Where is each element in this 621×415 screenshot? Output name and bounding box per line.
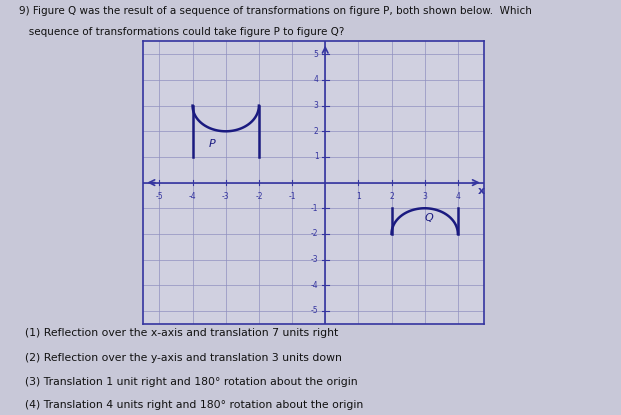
- Text: (1) Reflection over the x-axis and translation 7 units right: (1) Reflection over the x-axis and trans…: [25, 328, 338, 338]
- Text: 3: 3: [422, 192, 427, 200]
- Text: -4: -4: [311, 281, 319, 290]
- Text: -1: -1: [288, 192, 296, 200]
- Text: 9) Figure Q was the result of a sequence of transformations on figure P, both sh: 9) Figure Q was the result of a sequence…: [19, 6, 532, 16]
- Text: P: P: [209, 139, 216, 149]
- Text: Q: Q: [425, 213, 433, 223]
- Text: 4: 4: [314, 76, 319, 85]
- Text: -3: -3: [311, 255, 319, 264]
- Text: -5: -5: [156, 192, 163, 200]
- Text: -4: -4: [189, 192, 196, 200]
- Text: (3) Translation 1 unit right and 180° rotation about the origin: (3) Translation 1 unit right and 180° ro…: [25, 377, 358, 387]
- Text: 3: 3: [314, 101, 319, 110]
- Text: 1: 1: [314, 152, 319, 161]
- Text: x: x: [478, 186, 484, 196]
- Text: 4: 4: [455, 192, 460, 200]
- Text: -1: -1: [311, 204, 319, 213]
- Text: 1: 1: [356, 192, 361, 200]
- Text: (2) Reflection over the y-axis and translation 3 units down: (2) Reflection over the y-axis and trans…: [25, 353, 342, 363]
- Text: 2: 2: [314, 127, 319, 136]
- Text: 2: 2: [389, 192, 394, 200]
- Text: -5: -5: [311, 306, 319, 315]
- Text: -3: -3: [222, 192, 230, 200]
- Text: -2: -2: [255, 192, 263, 200]
- Text: 5: 5: [314, 50, 319, 59]
- Text: (4) Translation 4 units right and 180° rotation about the origin: (4) Translation 4 units right and 180° r…: [25, 400, 363, 410]
- Text: -2: -2: [311, 229, 319, 238]
- Text: sequence of transformations could take figure P to figure Q?: sequence of transformations could take f…: [19, 27, 344, 37]
